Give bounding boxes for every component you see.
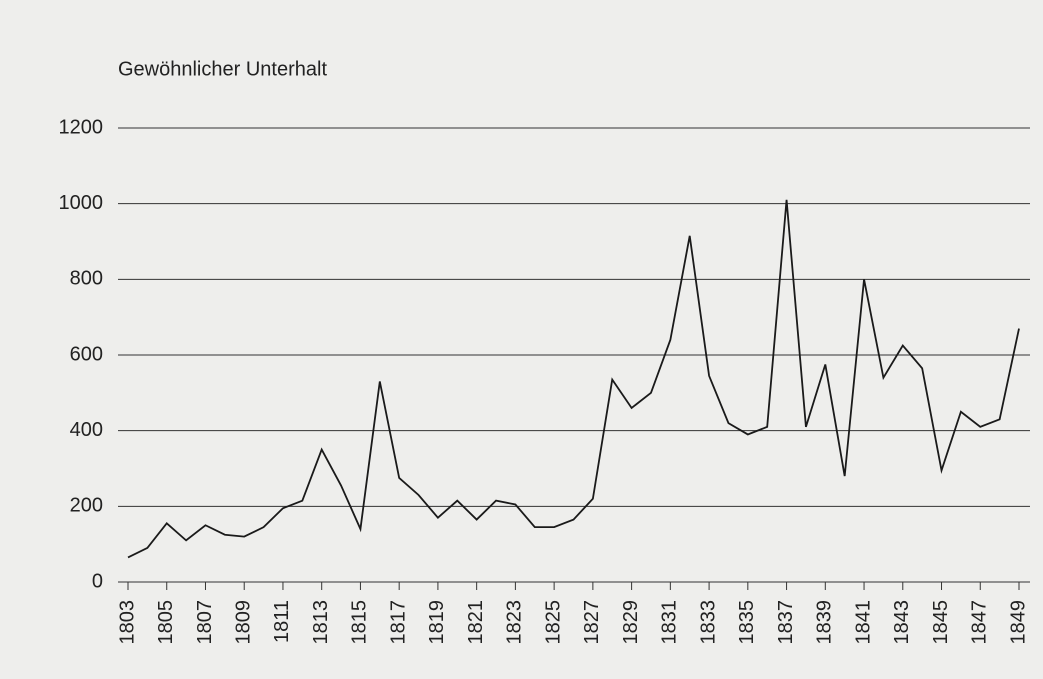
x-tick-label: 1829 — [620, 600, 642, 645]
y-tick-label: 200 — [70, 495, 103, 517]
x-tick-label: 1827 — [581, 600, 603, 645]
x-tick-label: 1825 — [542, 600, 564, 645]
x-tick-label: 1845 — [930, 600, 952, 645]
data-line — [127, 199, 1020, 559]
x-tick-label: 1847 — [969, 600, 991, 645]
y-tick-label: 1200 — [59, 116, 104, 138]
x-tick-label: 1811 — [271, 600, 293, 643]
x-tick-label: 1839 — [814, 600, 836, 645]
y-tick-label: 800 — [70, 268, 103, 290]
x-tick-label: 1833 — [697, 600, 719, 645]
x-tick-label: 1813 — [310, 600, 332, 645]
x-tick-label: 1841 — [852, 600, 874, 645]
x-tick-label: 1831 — [659, 600, 681, 645]
x-tick-label: 1809 — [232, 600, 254, 645]
x-tick-label: 1817 — [387, 600, 409, 645]
x-tick-label: 1807 — [194, 600, 216, 645]
x-tick-label: 1849 — [1007, 600, 1029, 645]
y-tick-label: 1000 — [59, 192, 104, 214]
x-tick-label: 1821 — [465, 600, 487, 645]
x-tick-label: 1843 — [891, 600, 913, 645]
y-tick-label: 600 — [70, 343, 103, 365]
x-tick-label: 1837 — [775, 600, 797, 645]
x-tick-label: 1819 — [426, 600, 448, 645]
x-tick-label: 1815 — [349, 600, 371, 645]
x-tick-label: 1803 — [116, 600, 138, 645]
x-tick-label: 1835 — [736, 600, 758, 645]
y-tick-label: 0 — [92, 570, 103, 592]
x-tick-label: 1823 — [504, 600, 526, 645]
chart-title: Gewöhnlicher Unterhalt — [118, 58, 327, 80]
y-tick-label: 400 — [70, 419, 103, 441]
x-tick-label: 1805 — [155, 600, 177, 645]
